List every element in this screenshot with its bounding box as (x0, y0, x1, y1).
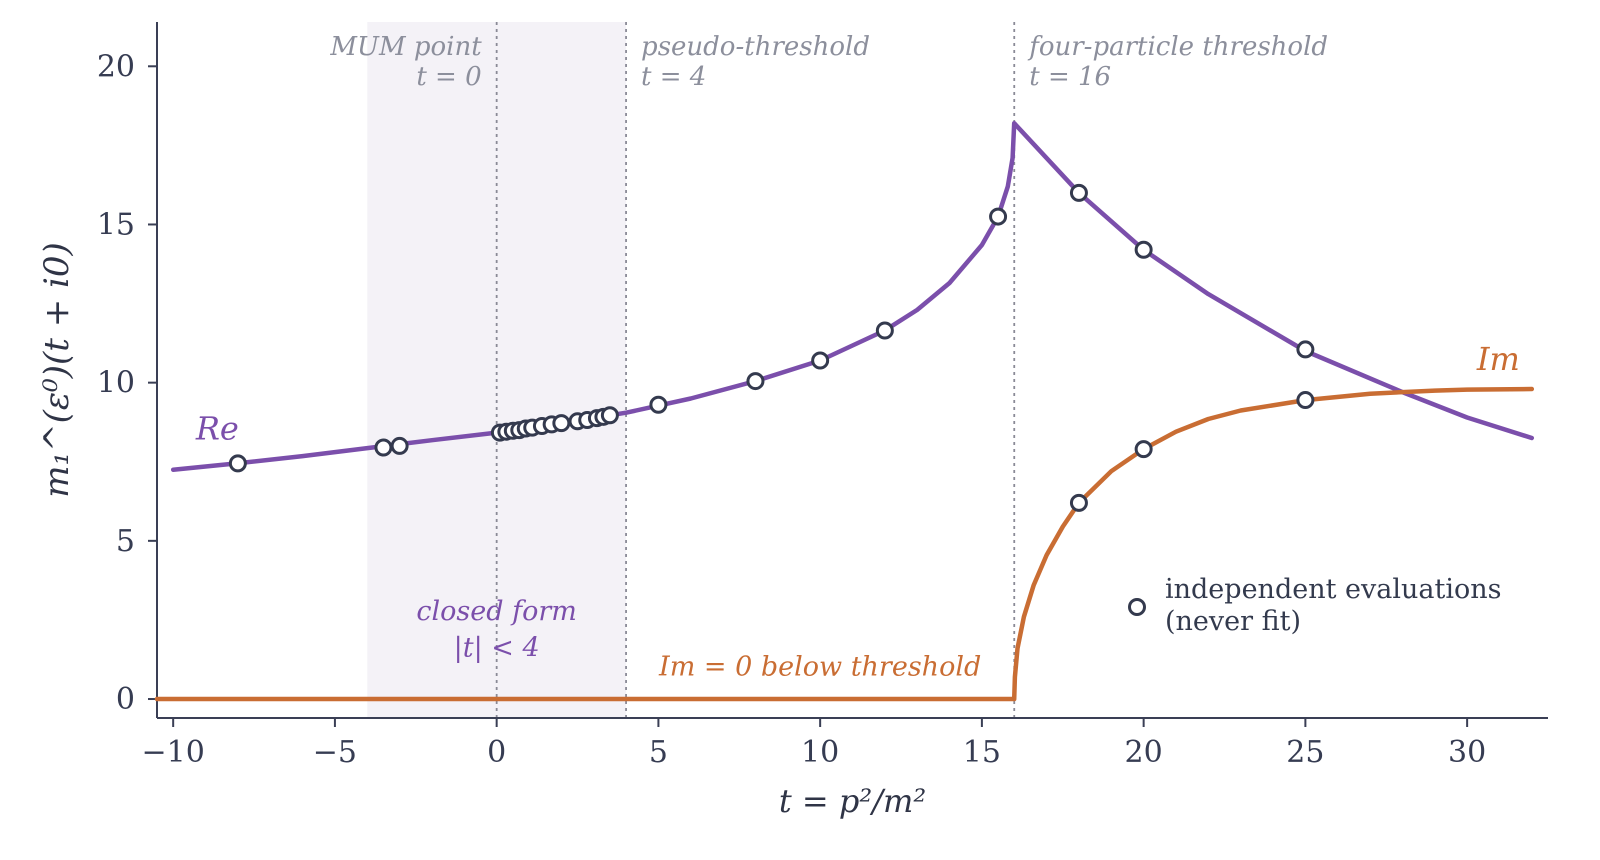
evaluation-marker (875, 321, 894, 340)
evaluation-marker (811, 351, 830, 370)
evaluation-marker (390, 436, 409, 455)
threshold-sublabel-1: t = 4 (641, 62, 706, 92)
y-tick-label: 15 (97, 207, 135, 242)
x-tick-label: 25 (1286, 735, 1324, 770)
annotation-3: closed form (416, 596, 576, 627)
x-tick-label: 20 (1125, 735, 1163, 770)
threshold-label-0: MUM point (329, 32, 482, 62)
x-tick-label: 15 (963, 735, 1001, 770)
legend-label-line-1: independent evaluations (1165, 574, 1501, 605)
threshold-label-1: pseudo-threshold (641, 32, 870, 62)
evaluation-marker (374, 438, 393, 457)
evaluation-marker (600, 406, 619, 425)
threshold-label-2: four-particle threshold (1027, 32, 1328, 62)
y-tick-label: 10 (97, 366, 135, 401)
x-tick-label: 0 (487, 735, 506, 770)
x-tick-label: −10 (142, 735, 205, 770)
y-tick-label: 0 (116, 682, 135, 717)
evaluation-marker (649, 395, 668, 414)
evaluation-marker (1069, 183, 1088, 202)
legend-label-line-2: (never fit) (1165, 606, 1301, 637)
x-tick-label: 5 (649, 735, 668, 770)
annotation-2: Im = 0 below threshold (658, 651, 981, 682)
evaluation-marker (1296, 391, 1315, 410)
y-tick-label: 5 (116, 524, 135, 559)
evaluation-marker (989, 207, 1008, 226)
evaluation-marker (746, 372, 765, 391)
x-tick-label: 10 (801, 735, 839, 770)
closed-form-region (367, 22, 627, 718)
threshold-sublabel-2: t = 16 (1029, 62, 1111, 92)
series-line-re (170, 120, 1535, 472)
annotation-1: Im (1476, 340, 1520, 378)
x-tick-label: −5 (313, 735, 357, 770)
annotation-4: |t| < 4 (454, 632, 540, 663)
x-tick-label: 30 (1448, 735, 1486, 770)
evaluation-marker (1134, 240, 1153, 259)
annotation-0: Re (195, 410, 239, 448)
evaluation-marker (1296, 340, 1315, 359)
evaluation-marker (1069, 493, 1088, 512)
series-line-im (154, 386, 1535, 702)
legend-marker (1128, 598, 1146, 616)
threshold-sublabel-0: t = 0 (416, 62, 481, 92)
evaluation-marker (552, 414, 571, 433)
y-tick-label: 20 (97, 49, 135, 84)
y-axis-title: m₁^(ε⁰)(t + i0) (37, 242, 77, 498)
x-axis-title: t = p²/m² (779, 782, 926, 820)
evaluation-marker (1134, 440, 1153, 459)
evaluation-marker (228, 454, 247, 473)
